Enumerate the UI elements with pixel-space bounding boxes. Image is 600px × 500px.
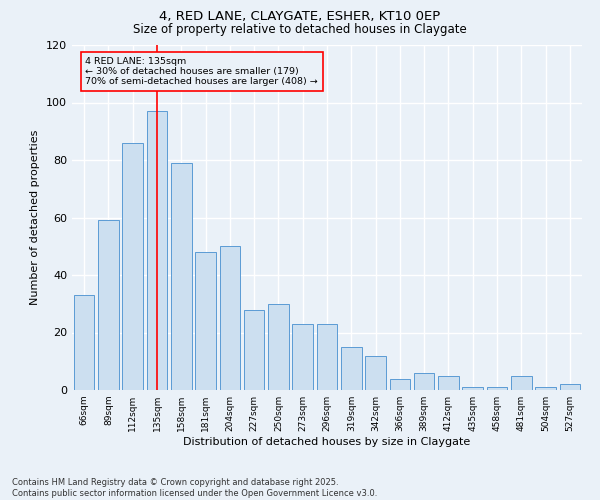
Bar	[438, 376, 459, 390]
Bar	[244, 310, 265, 390]
Text: Size of property relative to detached houses in Claygate: Size of property relative to detached ho…	[133, 22, 467, 36]
Text: 4 RED LANE: 135sqm
← 30% of detached houses are smaller (179)
70% of semi-detach: 4 RED LANE: 135sqm ← 30% of detached hou…	[85, 56, 318, 86]
Bar	[365, 356, 386, 390]
Bar	[487, 387, 508, 390]
Bar	[292, 324, 313, 390]
Text: Contains HM Land Registry data © Crown copyright and database right 2025.
Contai: Contains HM Land Registry data © Crown c…	[12, 478, 377, 498]
Bar	[341, 347, 362, 390]
Bar	[414, 373, 434, 390]
Bar	[317, 324, 337, 390]
Bar	[560, 384, 580, 390]
Bar	[195, 252, 216, 390]
Bar	[268, 304, 289, 390]
Bar	[511, 376, 532, 390]
Bar	[389, 378, 410, 390]
Bar	[463, 387, 483, 390]
Bar	[122, 143, 143, 390]
Text: 4, RED LANE, CLAYGATE, ESHER, KT10 0EP: 4, RED LANE, CLAYGATE, ESHER, KT10 0EP	[160, 10, 440, 23]
Y-axis label: Number of detached properties: Number of detached properties	[31, 130, 40, 305]
Bar	[98, 220, 119, 390]
Bar	[146, 111, 167, 390]
Bar	[171, 163, 191, 390]
X-axis label: Distribution of detached houses by size in Claygate: Distribution of detached houses by size …	[184, 437, 470, 447]
Bar	[220, 246, 240, 390]
Bar	[74, 295, 94, 390]
Bar	[535, 387, 556, 390]
